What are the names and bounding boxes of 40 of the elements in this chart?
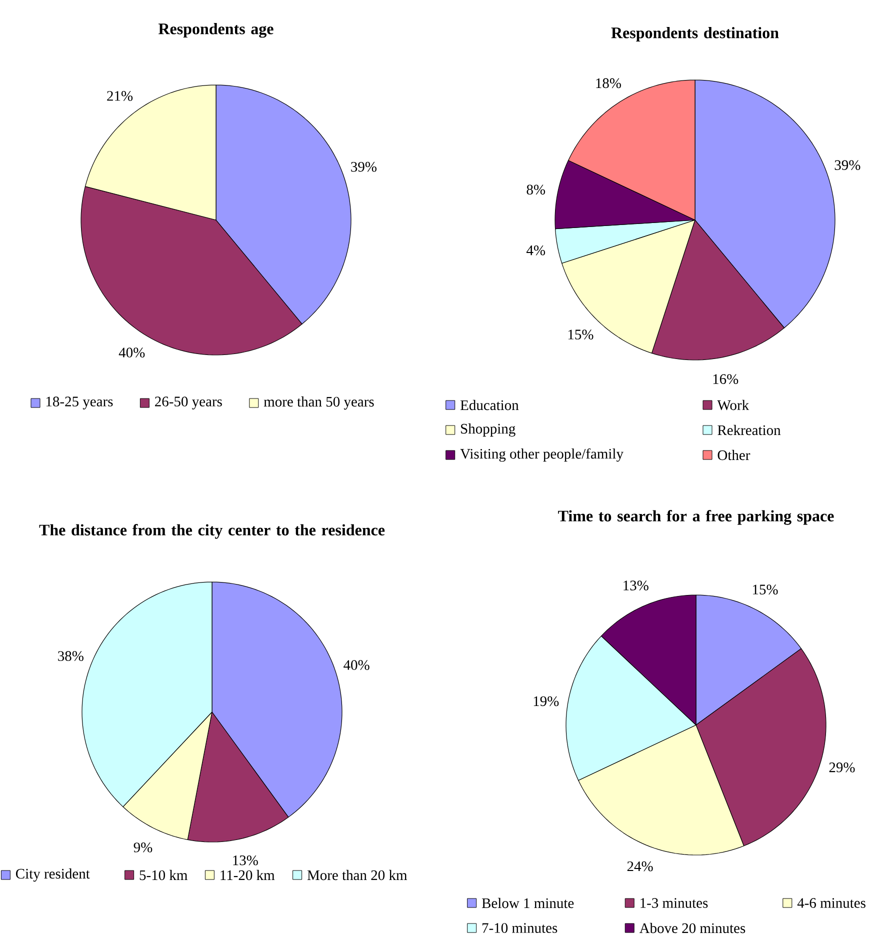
legend-label: Below 1 minute [482,898,574,908]
legend-label: Other [718,450,750,460]
legend-label: 4-6 minutes [797,898,866,908]
data-label: 39% [834,160,860,170]
data-label: 21% [107,91,133,101]
legend-label: Above 20 minutes [639,922,746,934]
data-label: 18% [596,78,621,88]
data-label: 16% [713,374,738,384]
legend-label: City resident [16,868,90,882]
data-label: 39% [351,162,377,172]
legend-label: 18-25 years [46,396,113,410]
legend-label: more than 50 years [264,396,374,410]
legend-label: 11-20 km [220,870,275,880]
data-label: 15% [753,584,778,594]
legend-label: 5-10 km [140,870,188,880]
data-label: 19% [534,696,559,706]
data-label: 29% [829,762,855,772]
legend-label: Visiting other people/family [460,448,624,462]
legend-label: Shopping [461,423,516,437]
data-label: 40% [344,660,370,670]
data-label: 8% [526,184,546,195]
data-label: 9% [134,842,152,852]
chart-title: The distance from the city center to the residence [39,524,385,539]
data-label: 15% [568,330,594,340]
chart-title: Time to search for a free parking space [558,510,834,525]
data-label: 40% [118,348,145,358]
legend-label: 26-50 years [155,396,222,410]
chart-title: Respondents age [158,23,274,38]
data-label: 4% [526,245,546,256]
data-label: 38% [58,651,84,661]
data-label: 13% [233,855,258,866]
legend-label: 1-3 minutes [640,898,708,908]
legend-label: 7-10 minutes [482,923,558,933]
data-label: 13% [624,580,648,590]
data-label: 24% [627,861,653,872]
legend-label: More than 20 km [307,870,408,880]
legend-label: Education [460,400,519,410]
legend-label: Rekreation [718,424,781,436]
chart-title: Respondents destination [611,27,779,42]
legend-label: Work [717,400,750,410]
